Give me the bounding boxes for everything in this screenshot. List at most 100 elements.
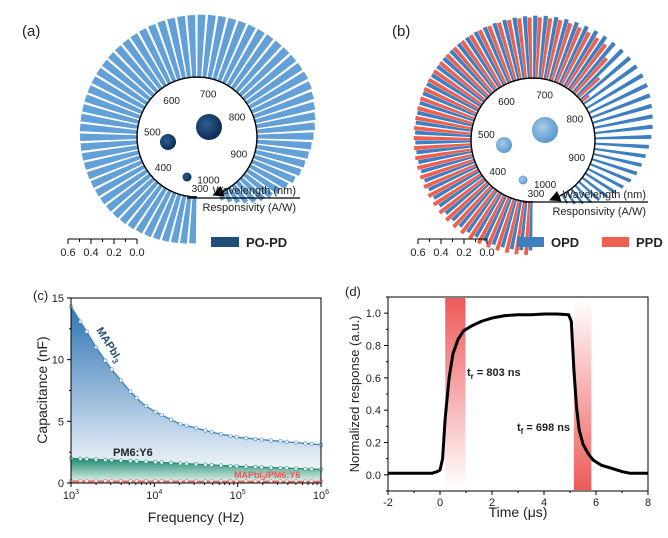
radial-bar: [419, 100, 475, 122]
data-point: [78, 319, 83, 324]
series-label-bilayer-rest: /PM6:Y6: [265, 470, 300, 480]
radial-bar: [550, 22, 573, 82]
data-point: [128, 458, 133, 464]
bubble-500: [160, 134, 176, 150]
data-point: [278, 439, 283, 444]
scale-bar-tick-label: 0.2: [106, 247, 121, 259]
radial-bar: [80, 140, 138, 151]
wavelength-tick-label: 500: [478, 130, 495, 141]
bubble-800: [196, 114, 222, 140]
radial-bar: [502, 19, 520, 80]
series-label-bilayer-main: MAPbI: [234, 470, 262, 480]
data-point: [184, 423, 189, 428]
radial-bar: [245, 168, 281, 195]
radial-bar: [452, 46, 494, 94]
radial-bar: [108, 52, 155, 98]
radial-bar: [135, 187, 168, 234]
radial-bar: [594, 142, 649, 149]
radial-bar: [563, 30, 599, 87]
radial-bar: [514, 201, 526, 255]
scale-bar-tick-label: 0.6: [60, 247, 75, 259]
radial-bar: [527, 17, 533, 79]
radial-bar: [418, 150, 473, 165]
radial-bar: [415, 140, 472, 145]
radial-bar: [591, 158, 638, 176]
data-point: [193, 426, 199, 431]
scale-bar-tick-label: 0.6: [410, 247, 425, 259]
data-point: [284, 439, 289, 444]
radial-bar: [438, 177, 485, 215]
data-point: [128, 389, 133, 394]
radial-bar: [565, 37, 600, 89]
wavelength-tick-label: 1000: [197, 175, 220, 186]
wavelength-tick-label: 600: [163, 96, 180, 107]
wavelength-tick-label: 900: [231, 149, 248, 160]
rise-time-annotation: tr = 803 ns: [467, 367, 521, 381]
radial-bar: [476, 194, 506, 245]
radial-bar: [252, 91, 315, 119]
radial-bar: [540, 18, 553, 79]
radial-bar: [87, 85, 144, 115]
radial-bar: [254, 101, 316, 124]
data-point: [159, 412, 164, 418]
radial-bar: [579, 56, 632, 101]
radial-bar: [496, 22, 517, 81]
radial-bars-a: [79, 14, 316, 244]
data-point: [93, 457, 99, 462]
x-tick-label: 104: [146, 489, 162, 502]
radial-bar: [144, 189, 172, 238]
radial-bar: [413, 136, 472, 141]
data-point: [278, 465, 283, 471]
radial-bar: [413, 125, 472, 135]
radial-bar: [242, 172, 273, 199]
wavelength-tick-label: 300: [192, 184, 209, 195]
series-label-pm6y6: PM6:Y6: [113, 447, 153, 459]
data-point: [134, 395, 139, 401]
series-label-mapbi3-pm6y6: MAPbI3/PM6:Y6: [234, 470, 300, 482]
wavelength-tick-label: 800: [229, 112, 246, 123]
scale-bar-tick-label: 0.0: [479, 247, 494, 259]
radial-bar: [590, 93, 651, 119]
legend-label-po-pd: PO-PD: [246, 235, 287, 250]
radial-bar: [581, 176, 609, 198]
x-tick-label: 6: [593, 497, 599, 509]
radial-bar: [248, 71, 309, 110]
radial-bar: [90, 160, 144, 189]
radial-bar: [245, 62, 303, 105]
data-point: [203, 428, 208, 433]
radial-bar: [426, 82, 479, 112]
data-point: [118, 458, 124, 463]
radial-bar: [432, 172, 482, 207]
data-point: [103, 358, 108, 363]
radial-bar: [255, 144, 309, 159]
radial-bar: [416, 110, 473, 127]
radial-bar: [428, 165, 478, 192]
data-point: [303, 441, 308, 446]
radial-bar: [256, 122, 316, 134]
radial-bar: [130, 33, 167, 88]
series-lines-c: [68, 304, 324, 484]
panel-label-d: (d): [345, 284, 361, 299]
data-point: [109, 479, 114, 484]
data-point: [103, 479, 108, 484]
radial-bar: [256, 139, 312, 150]
radial-bar: [509, 200, 523, 250]
panel-d-response-chart: 0.0 0.2 0.4 0.6 0.8 1.0 -2 0 2 4 6 8 Time (μs) Norm…: [347, 296, 651, 520]
data-point: [259, 465, 264, 470]
radial-bar: [80, 133, 138, 142]
data-point: [209, 462, 214, 468]
radial-bar: [456, 42, 496, 92]
panel-label-c: (c): [33, 288, 48, 303]
radial-bar: [422, 91, 477, 117]
radial-bar: [207, 15, 227, 79]
radial-bar: [79, 123, 138, 134]
radial-bar: [221, 24, 256, 85]
radial-bar: [500, 199, 517, 248]
data-point: [78, 456, 83, 461]
radial-bar: [96, 67, 149, 106]
radial-bar: [251, 159, 296, 184]
wavelength-tick-label: 400: [489, 167, 506, 178]
radial-bar: [427, 77, 480, 110]
radial-bar: [553, 21, 579, 83]
